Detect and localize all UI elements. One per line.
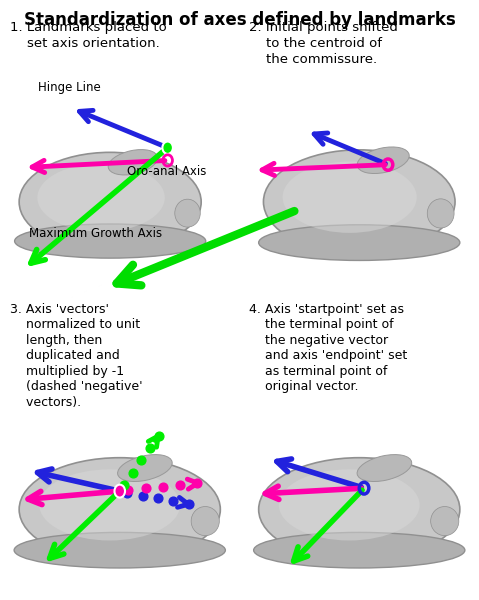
Ellipse shape [259,225,460,260]
Ellipse shape [259,458,460,561]
Ellipse shape [19,152,201,251]
Ellipse shape [118,455,172,482]
Text: Standardization of axes defined by landmarks: Standardization of axes defined by landm… [23,11,456,29]
Text: 4. Axis 'startpoint' set as
    the terminal point of
    the negative vector
  : 4. Axis 'startpoint' set as the terminal… [249,303,407,394]
Text: Oro-anal Axis: Oro-anal Axis [127,164,206,178]
Ellipse shape [263,150,455,254]
Ellipse shape [14,224,206,258]
Ellipse shape [279,469,420,541]
Circle shape [114,485,125,497]
Ellipse shape [431,506,459,536]
Text: 3. Axis 'vectors'
    normalized to unit
    length, then
    duplicated and
   : 3. Axis 'vectors' normalized to unit len… [10,303,142,409]
Ellipse shape [427,199,454,228]
Ellipse shape [14,532,225,568]
Ellipse shape [19,458,220,561]
Text: Maximum Growth Axis: Maximum Growth Axis [29,227,162,239]
Ellipse shape [191,506,219,536]
Ellipse shape [175,199,200,227]
Circle shape [162,142,173,154]
Ellipse shape [108,149,158,175]
Ellipse shape [357,147,409,173]
Ellipse shape [357,455,411,482]
Ellipse shape [253,532,465,568]
Ellipse shape [39,469,180,541]
Text: 1. Landmarks placed to
    set axis orientation.: 1. Landmarks placed to set axis orientat… [10,21,166,50]
Text: 2. Initial points shifted
    to the centroid of
    the commissure.: 2. Initial points shifted to the centroi… [249,21,398,66]
Text: Hinge Line: Hinge Line [38,81,101,94]
Ellipse shape [37,164,165,232]
Ellipse shape [283,161,417,233]
